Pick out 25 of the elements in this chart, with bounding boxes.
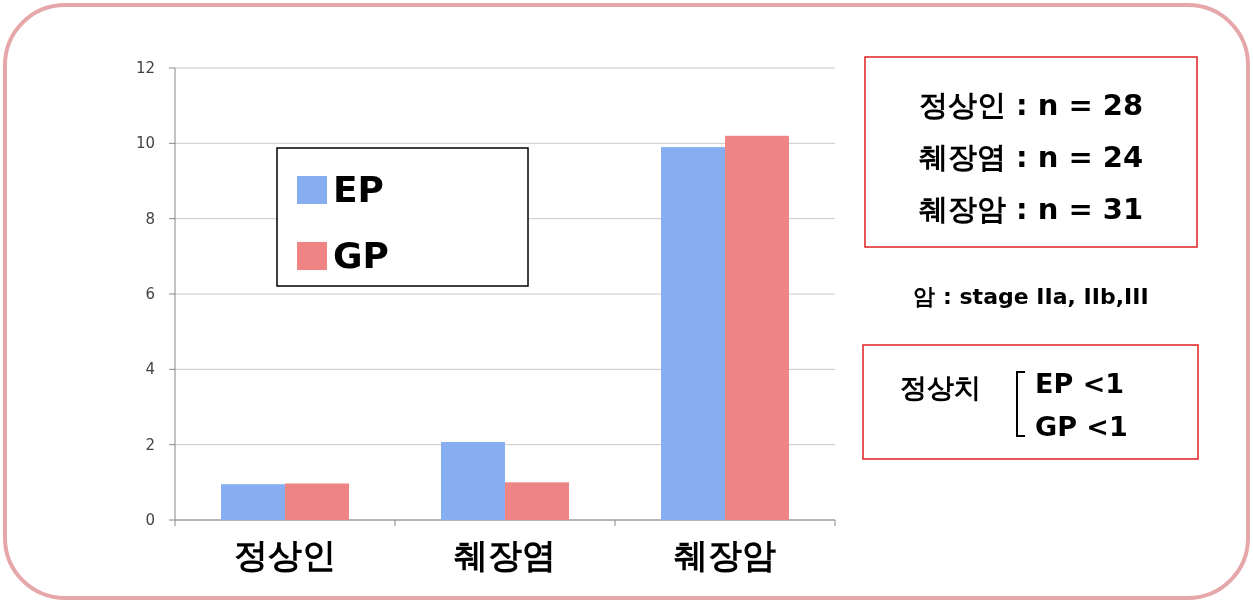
bar: [725, 135, 789, 520]
text: 정상치: [900, 372, 981, 403]
bar: [505, 482, 569, 520]
y-tick-label: 6: [145, 285, 155, 303]
y-tick-label: 4: [145, 360, 155, 379]
bar: [285, 483, 349, 520]
text: 암 : stage IIa, IIb,III: [913, 284, 1149, 309]
bar: [441, 442, 505, 520]
text: EP <1: [1035, 368, 1125, 399]
x-tick-label: 췌장염: [454, 535, 556, 575]
y-tick-label: 10: [135, 134, 155, 153]
text: 췌장염 : n = 24: [918, 140, 1144, 174]
legend-label: GP: [333, 235, 389, 276]
x-tick-label: 췌장암: [674, 535, 776, 575]
x-tick-label: 정상인: [234, 535, 336, 575]
bar: [661, 147, 725, 520]
y-tick-label: 0: [145, 511, 155, 529]
y-tick-label: 12: [135, 59, 155, 77]
y-tick-label: 2: [145, 435, 155, 454]
text: 정상인 : n = 28: [918, 88, 1144, 122]
legend-label: EP: [333, 169, 384, 210]
text: GP <1: [1035, 411, 1128, 442]
text: 췌장암 : n = 31: [918, 192, 1144, 226]
bar: [221, 484, 285, 520]
y-tick-label: 8: [145, 209, 155, 228]
